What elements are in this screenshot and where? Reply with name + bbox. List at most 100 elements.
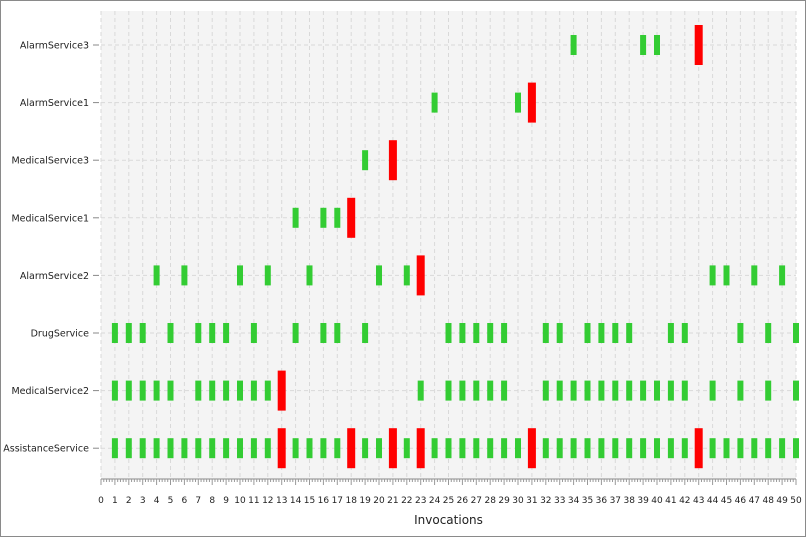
x-tick-label: 43: [693, 496, 704, 506]
x-tick-label: 31: [526, 496, 537, 506]
failure-mark: [388, 140, 397, 181]
x-tick-label: 20: [373, 496, 385, 506]
success-mark: [501, 323, 508, 343]
success-mark: [292, 323, 299, 343]
success-mark: [640, 438, 647, 459]
success-mark: [459, 380, 466, 401]
success-mark: [598, 380, 605, 401]
success-mark: [723, 438, 730, 459]
success-mark: [153, 265, 160, 286]
success-mark: [209, 323, 216, 343]
x-axis: 0 1 2 3 4 5 6 7 8 9 10 11 12 13 14 15 16 17 18 19 20 21 22 23 24…: [98, 478, 802, 506]
x-tick-label: 29: [498, 496, 510, 506]
success-mark: [320, 323, 327, 343]
success-mark: [195, 380, 202, 401]
success-mark: [570, 35, 577, 55]
invocation-marks: [111, 25, 799, 469]
failure-mark: [694, 25, 703, 65]
x-tick-label: 41: [665, 496, 676, 506]
success-mark: [250, 323, 257, 343]
success-mark: [515, 92, 521, 113]
success-mark: [306, 265, 313, 286]
success-mark: [111, 438, 118, 459]
success-mark: [445, 323, 452, 343]
success-mark: [431, 438, 438, 459]
success-mark: [584, 438, 591, 459]
success-mark: [417, 380, 424, 401]
x-tick-label: 32: [540, 496, 551, 506]
x-tick-label: 37: [610, 496, 621, 506]
service-label: AlarmService2: [20, 271, 89, 282]
x-tick-label: 19: [359, 496, 371, 506]
x-tick-label: 11: [248, 496, 259, 506]
success-mark: [570, 380, 577, 401]
failure-mark: [347, 428, 356, 469]
success-mark: [779, 265, 786, 286]
success-mark: [431, 92, 438, 113]
x-tick-label: 10: [234, 496, 246, 506]
y-axis-labels: AlarmService3 AlarmService1 MedicalService…: [3, 41, 99, 455]
success-mark: [737, 323, 744, 343]
success-mark: [403, 438, 410, 459]
success-mark: [264, 265, 271, 286]
success-mark: [626, 323, 633, 343]
failure-mark: [277, 428, 286, 469]
success-mark: [765, 380, 772, 401]
success-mark: [237, 380, 243, 401]
success-mark: [598, 438, 605, 459]
success-mark: [681, 323, 688, 343]
success-mark: [751, 265, 758, 286]
x-tick-label: 24: [429, 496, 441, 506]
x-tick-label: 18: [345, 496, 357, 506]
x-tick-label: 0: [98, 496, 104, 506]
x-tick-label: 8: [209, 496, 215, 506]
success-mark: [640, 35, 647, 55]
x-tick-label: 28: [484, 496, 496, 506]
x-tick-label: 23: [415, 496, 426, 506]
success-mark: [626, 438, 633, 459]
success-mark: [292, 438, 299, 459]
x-tick-label: 6: [182, 496, 188, 506]
x-tick-label: 16: [318, 496, 330, 506]
x-tick-label: 25: [443, 496, 454, 506]
success-mark: [654, 380, 660, 401]
success-mark: [542, 323, 549, 343]
x-tick-label: 46: [735, 496, 747, 506]
success-mark: [473, 438, 480, 459]
success-mark: [362, 323, 369, 343]
success-mark: [320, 207, 327, 228]
success-mark: [556, 438, 563, 459]
service-label: AlarmService3: [20, 41, 89, 52]
success-mark: [139, 323, 146, 343]
success-mark: [223, 438, 230, 459]
success-mark: [584, 323, 591, 343]
success-mark: [654, 438, 660, 459]
success-mark: [320, 438, 327, 459]
x-tick-label: 15: [304, 496, 315, 506]
failure-mark: [416, 428, 425, 469]
x-tick-label: 45: [721, 496, 732, 506]
success-mark: [501, 380, 508, 401]
success-mark: [167, 323, 174, 343]
success-mark: [501, 438, 508, 459]
x-tick-label: 50: [790, 496, 802, 506]
success-mark: [111, 323, 118, 343]
x-tick-label: 12: [262, 496, 273, 506]
service-label: AssistanceService: [3, 444, 89, 455]
success-mark: [667, 380, 674, 401]
x-tick-label: 48: [762, 496, 774, 506]
x-tick-label: 7: [195, 496, 201, 506]
x-tick-label: 21: [387, 496, 398, 506]
x-tick-label: 4: [154, 496, 160, 506]
x-tick-label: 47: [749, 496, 760, 506]
success-mark: [139, 438, 146, 459]
x-tick-label: 44: [707, 496, 719, 506]
success-mark: [779, 438, 786, 459]
failure-mark: [347, 197, 356, 238]
success-mark: [125, 438, 132, 459]
x-tick-label: 22: [401, 496, 412, 506]
x-tick-label: 5: [168, 496, 174, 506]
x-tick-label: 2: [126, 496, 132, 506]
success-mark: [223, 323, 230, 343]
